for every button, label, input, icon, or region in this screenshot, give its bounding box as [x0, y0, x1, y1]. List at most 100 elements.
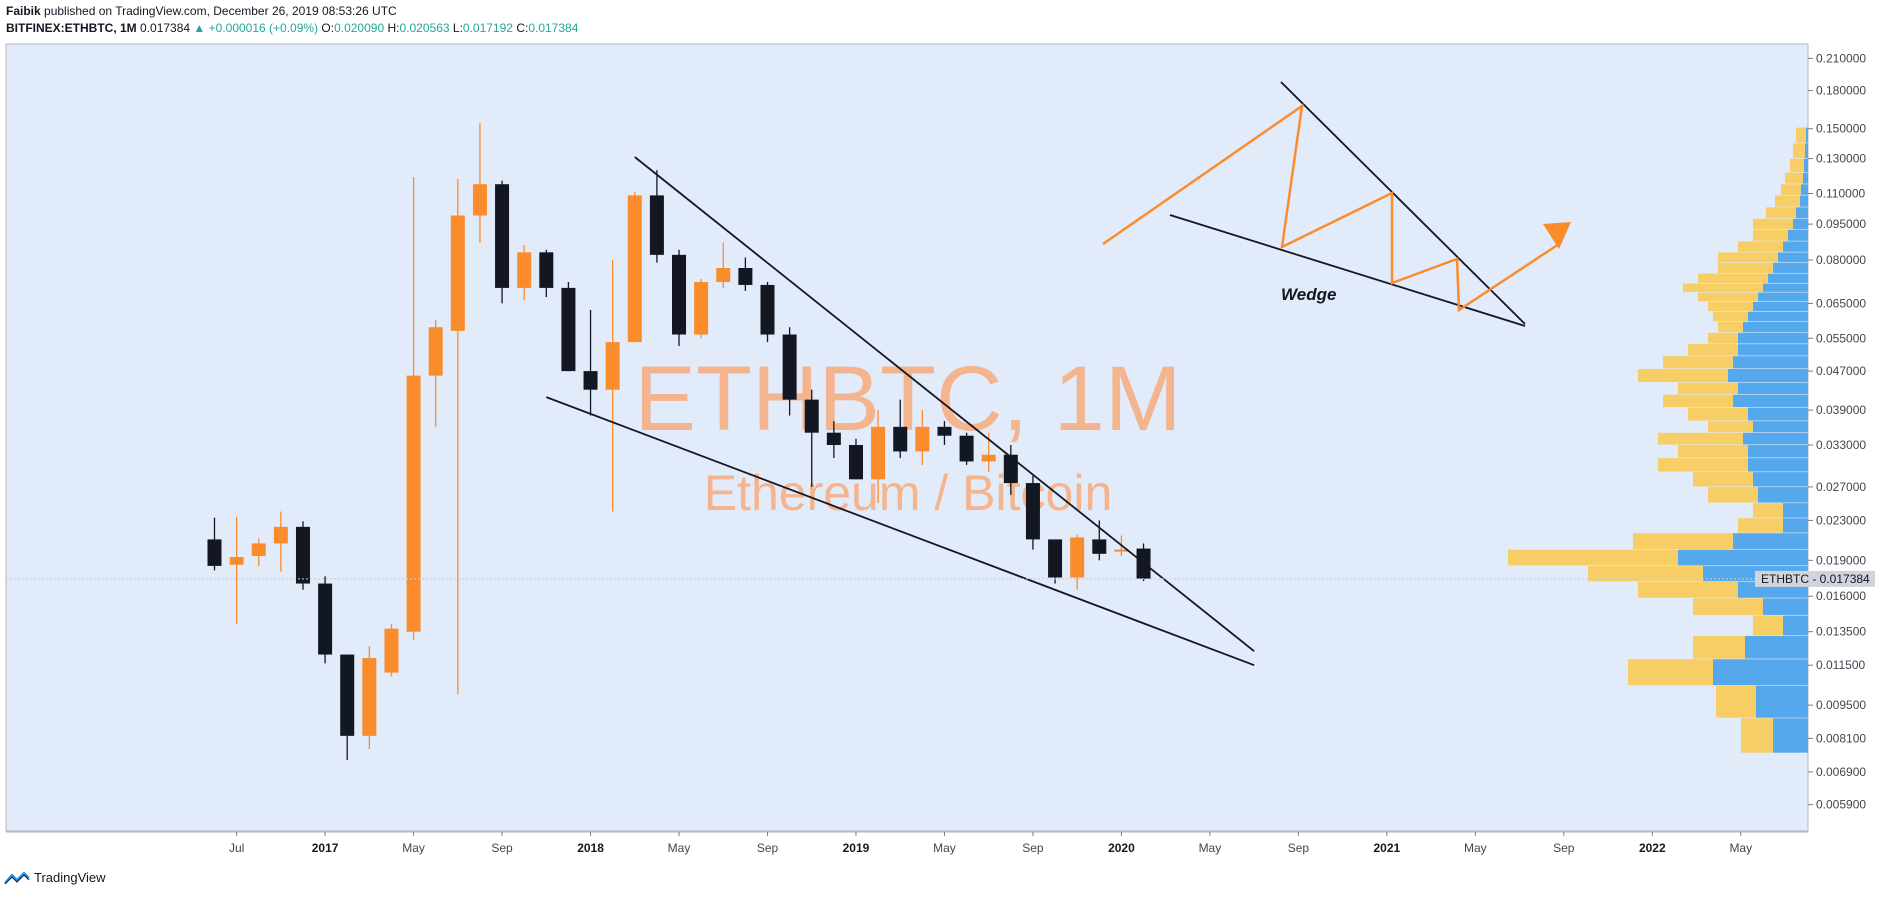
volume-bar-up — [1738, 518, 1783, 533]
price-tick-label: 0.047000 — [1816, 364, 1866, 378]
volume-bar-down — [1733, 533, 1808, 550]
volume-bar-up — [1738, 241, 1783, 252]
volume-bar-up — [1688, 344, 1738, 356]
volume-bar-down — [1733, 356, 1808, 369]
candle — [472, 123, 487, 243]
volume-bar-down — [1793, 218, 1808, 230]
volume-bar-down — [1738, 382, 1808, 395]
volume-bar-down — [1783, 503, 1808, 518]
volume-bar-down — [1783, 615, 1808, 636]
candle — [340, 654, 355, 761]
volume-bar-up — [1698, 292, 1758, 302]
candle-body — [605, 342, 620, 390]
candle-body — [251, 543, 266, 556]
close-label: C: — [516, 21, 529, 35]
candle-body — [561, 287, 576, 372]
volume-bar-down — [1756, 685, 1808, 718]
last-price: 0.017384 — [140, 21, 191, 35]
candle-body — [871, 426, 886, 480]
author-name[interactable]: Faibik — [6, 4, 41, 18]
volume-bar-down — [1778, 252, 1808, 263]
candle-body — [362, 658, 377, 736]
footer-brand[interactable]: TradingView — [4, 870, 106, 885]
volume-bar-up — [1678, 445, 1748, 458]
price-axis-area[interactable] — [1808, 44, 1884, 831]
price-tick-label: 0.039000 — [1816, 403, 1866, 417]
candle — [871, 410, 886, 503]
candle-body — [495, 184, 510, 288]
candle-body — [295, 526, 310, 584]
volume-bar-up — [1683, 283, 1763, 292]
high-value: 0.020563 — [399, 21, 450, 35]
time-tick-label: 2018 — [577, 841, 604, 855]
volume-bar-up — [1716, 685, 1756, 718]
last-price-tag-sep: - — [1809, 572, 1820, 586]
volume-bar-up — [1718, 262, 1773, 273]
candle — [694, 279, 709, 339]
candle-body — [428, 327, 443, 376]
publish-info: Faibik published on TradingView.com, Dec… — [6, 4, 397, 18]
candle-body — [782, 334, 797, 400]
time-tick-label: May — [1464, 841, 1487, 855]
price-tick-label: 0.005900 — [1816, 798, 1866, 812]
wedge-zigzag — [1102, 103, 1560, 313]
volume-bar-up — [1638, 369, 1728, 383]
symbol-name[interactable]: BITFINEX:ETHBTC, 1M — [6, 21, 137, 35]
volume-bar-up — [1713, 311, 1748, 322]
last-price-tag-text: ETHBTC - 0.017384 — [1761, 572, 1870, 586]
volume-bar-down — [1743, 432, 1808, 445]
wedge-label: Wedge — [1281, 285, 1336, 304]
candle-body — [1048, 539, 1063, 578]
candle-body — [273, 526, 288, 544]
candle-body — [1025, 483, 1040, 540]
time-tick-label: May — [402, 841, 425, 855]
volume-bar-up — [1775, 195, 1800, 207]
time-tick-label: Sep — [1022, 841, 1044, 855]
volume-bar-down — [1738, 332, 1808, 344]
candle — [583, 309, 598, 416]
candle — [672, 249, 687, 347]
time-axis-area[interactable] — [6, 832, 1808, 860]
watermark-sub: Ethereum / Bitcoin — [704, 465, 1113, 521]
volume-bar-down — [1748, 407, 1808, 421]
volume-bar-down — [1804, 158, 1808, 173]
candle-body — [318, 583, 333, 655]
candle — [826, 421, 841, 459]
volume-bar-up — [1588, 566, 1703, 582]
candle — [273, 511, 288, 572]
candle-body — [1070, 537, 1085, 578]
footer-brand-text: TradingView — [34, 870, 106, 885]
last-price-tag-value: 0.017384 — [1820, 572, 1870, 586]
volume-bar-up — [1741, 718, 1773, 753]
candle-body — [893, 426, 908, 452]
time-tick-label: May — [933, 841, 956, 855]
volume-bar-down — [1773, 262, 1808, 273]
price-tick-label: 0.008100 — [1816, 731, 1866, 745]
time-tick-label: 2020 — [1108, 841, 1135, 855]
price-tick-label: 0.019000 — [1816, 553, 1866, 567]
time-tick-label: Sep — [491, 841, 513, 855]
candle — [716, 242, 731, 288]
time-tick-label: Sep — [1288, 841, 1310, 855]
price-tick-label: 0.013500 — [1816, 625, 1866, 639]
volume-bar-down — [1738, 344, 1808, 356]
trendlines-layer — [545, 156, 1255, 667]
volume-bar-down — [1800, 195, 1808, 207]
price-axis-labels: 0.210000 0.180000 0.150000 0.130000 0.110000… — [1808, 51, 1866, 812]
last-price-tag: ETHBTC - 0.017384 — [6, 570, 1875, 587]
candle — [848, 438, 863, 480]
price-tick-label: 0.011500 — [1816, 658, 1865, 672]
volume-bar-up — [1693, 635, 1745, 659]
candle — [959, 432, 974, 465]
candle — [295, 521, 310, 590]
volume-bar-down — [1753, 421, 1808, 433]
close-value: 0.017384 — [528, 21, 579, 35]
volume-bar-down — [1783, 518, 1808, 533]
candle-body — [340, 654, 355, 736]
candle — [450, 178, 465, 695]
volume-bar-up — [1718, 252, 1778, 263]
volume-bar-up — [1753, 503, 1783, 518]
volume-bar-down — [1773, 718, 1808, 753]
volume-bar-down — [1748, 458, 1808, 472]
